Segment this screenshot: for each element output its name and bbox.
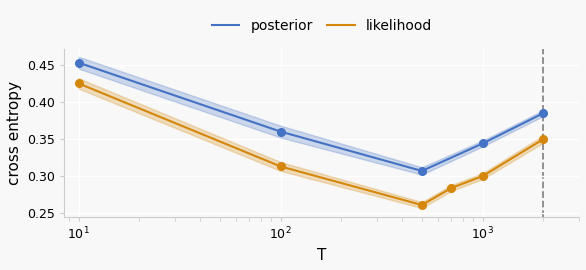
Line: posterior: posterior (75, 59, 547, 175)
Line: likelihood: likelihood (75, 80, 547, 209)
posterior (479, 142, 486, 145)
likelihood (75, 82, 82, 85)
X-axis label: T: T (317, 248, 326, 263)
posterior (540, 112, 547, 115)
posterior (277, 130, 284, 133)
likelihood (479, 174, 486, 178)
posterior (75, 61, 82, 64)
Y-axis label: cross entropy: cross entropy (7, 81, 22, 185)
Legend: posterior, likelihood: posterior, likelihood (206, 13, 437, 38)
likelihood (418, 203, 425, 207)
posterior (418, 169, 425, 173)
likelihood (277, 165, 284, 168)
likelihood (540, 137, 547, 141)
likelihood (448, 186, 455, 190)
